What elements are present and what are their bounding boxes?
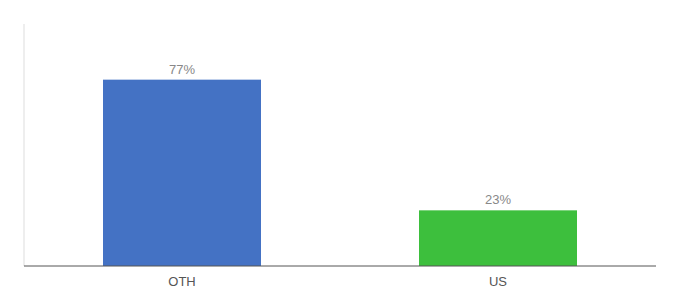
x-axis-line: [24, 266, 656, 267]
bar: [103, 80, 261, 266]
y-axis-line: [24, 24, 25, 266]
data-label: 77%: [169, 62, 195, 77]
x-tick-label: US: [489, 274, 507, 289]
x-tick-label: OTH: [168, 274, 195, 289]
bars: [103, 80, 577, 266]
chart-svg: 77% 23% OTH US: [0, 0, 680, 300]
chart-container: 77% 23% OTH US: [0, 0, 680, 300]
bar: [419, 210, 577, 266]
data-label: 23%: [485, 192, 511, 207]
